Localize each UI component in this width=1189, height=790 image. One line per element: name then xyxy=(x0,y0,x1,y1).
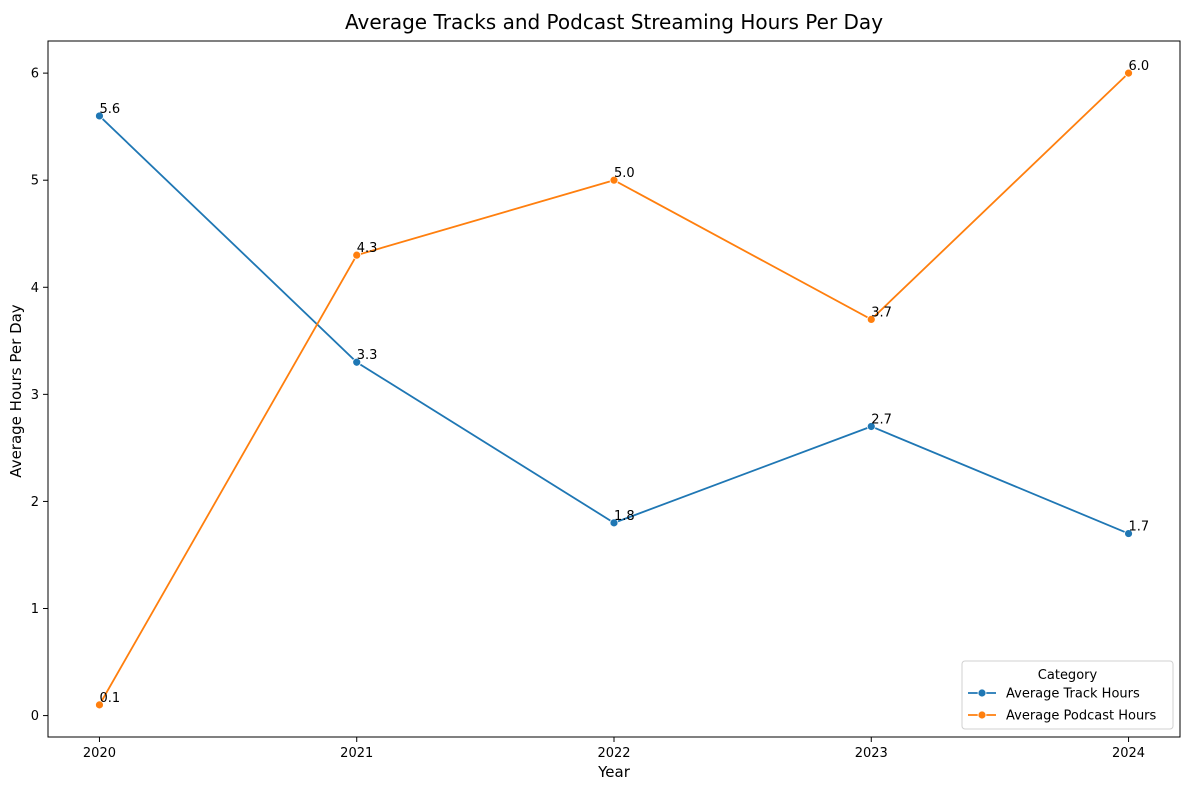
data-label: 5.0 xyxy=(614,166,635,181)
data-label: 1.7 xyxy=(1129,520,1150,535)
data-point xyxy=(866,422,876,431)
legend-box xyxy=(961,660,1174,730)
data-point xyxy=(866,314,876,324)
data-point xyxy=(352,250,362,260)
data-label: 5.6 xyxy=(99,102,120,117)
data-label: 3.3 xyxy=(357,348,378,363)
data-point xyxy=(352,357,362,367)
y-tick-label: 4 xyxy=(31,281,39,296)
data-label: 0.1 xyxy=(99,691,120,706)
y-tick-label: 0 xyxy=(31,709,39,724)
legend-swatch-marker xyxy=(977,688,987,698)
axes-frame xyxy=(47,40,1181,738)
data-label: 1.8 xyxy=(614,509,635,524)
legend: Category Average Track Hours Average Podca… xyxy=(961,660,1174,730)
y-axis-label: Average Hours Per Day xyxy=(7,304,25,477)
x-tick-label: 2023 xyxy=(855,746,888,761)
y-tick-label: 1 xyxy=(31,602,39,617)
data-point xyxy=(1124,529,1133,538)
x-axis-label: Year xyxy=(597,763,631,781)
x-tick-label: 2020 xyxy=(83,746,116,761)
x-tick-label: 2024 xyxy=(1112,746,1145,761)
data-point xyxy=(609,175,619,185)
legend-title: Category xyxy=(1038,668,1098,683)
legend-entry: Average Track Hours xyxy=(1006,687,1140,702)
plot-area: 0 1 2 3 4 5 6 2020 2021 2022 2023 2024 5.6 3.3 1.8 2.7 1… xyxy=(31,40,1181,761)
x-tick-label: 2021 xyxy=(340,746,373,761)
y-tick-label: 3 xyxy=(31,388,39,403)
data-point xyxy=(1124,68,1133,78)
y-tick-label: 5 xyxy=(31,174,39,189)
y-tick-label: 2 xyxy=(31,495,39,510)
data-label: 2.7 xyxy=(871,412,892,427)
y-tick-label: 6 xyxy=(31,67,39,82)
chart-title: Average Tracks and Podcast Streaming Hou… xyxy=(345,10,883,34)
data-label: 3.7 xyxy=(871,305,892,320)
legend-swatch-marker xyxy=(977,710,987,720)
legend-entry: Average Podcast Hours xyxy=(1006,709,1157,724)
data-label: 4.3 xyxy=(357,241,378,256)
data-point xyxy=(95,700,104,710)
data-point xyxy=(95,111,104,121)
data-label: 6.0 xyxy=(1129,59,1150,74)
data-point xyxy=(609,518,619,528)
x-tick-label: 2022 xyxy=(597,746,630,761)
